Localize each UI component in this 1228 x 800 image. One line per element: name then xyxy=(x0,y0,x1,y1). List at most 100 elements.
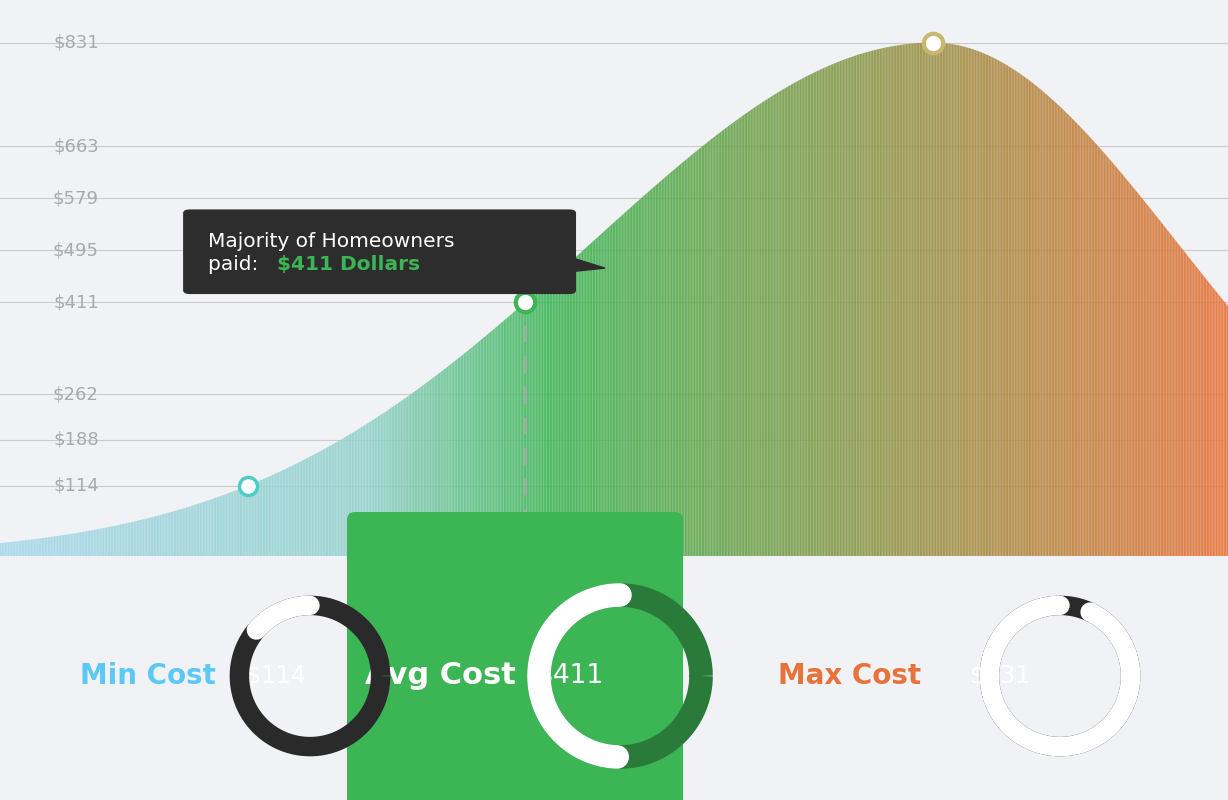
Polygon shape xyxy=(136,521,138,556)
Text: $831: $831 xyxy=(53,34,98,52)
Polygon shape xyxy=(726,126,727,556)
Polygon shape xyxy=(460,355,462,556)
Polygon shape xyxy=(682,162,683,556)
Polygon shape xyxy=(247,486,248,556)
Polygon shape xyxy=(269,476,270,556)
Polygon shape xyxy=(178,510,179,556)
Polygon shape xyxy=(361,426,362,556)
Polygon shape xyxy=(689,156,690,556)
Polygon shape xyxy=(545,283,546,556)
Polygon shape xyxy=(946,43,947,556)
Polygon shape xyxy=(620,215,621,556)
Polygon shape xyxy=(515,310,516,556)
Polygon shape xyxy=(834,63,835,556)
Polygon shape xyxy=(31,539,32,556)
Polygon shape xyxy=(710,140,711,556)
Polygon shape xyxy=(736,120,737,556)
Polygon shape xyxy=(435,376,436,556)
Polygon shape xyxy=(558,272,559,556)
Polygon shape xyxy=(1051,98,1054,556)
Polygon shape xyxy=(774,94,775,556)
Polygon shape xyxy=(1147,204,1148,556)
Polygon shape xyxy=(96,530,97,556)
Polygon shape xyxy=(833,64,834,556)
Polygon shape xyxy=(575,257,576,556)
Polygon shape xyxy=(141,519,142,556)
Polygon shape xyxy=(860,54,861,556)
Polygon shape xyxy=(890,46,892,556)
Polygon shape xyxy=(454,360,456,556)
Polygon shape xyxy=(465,351,467,556)
Polygon shape xyxy=(1024,76,1025,556)
Polygon shape xyxy=(1131,185,1133,556)
Polygon shape xyxy=(16,542,17,556)
Polygon shape xyxy=(360,428,361,556)
Polygon shape xyxy=(885,47,887,556)
Polygon shape xyxy=(427,382,429,556)
Polygon shape xyxy=(570,262,571,556)
Polygon shape xyxy=(618,218,619,556)
Polygon shape xyxy=(1063,110,1066,556)
Polygon shape xyxy=(376,417,378,556)
Polygon shape xyxy=(39,538,42,556)
Polygon shape xyxy=(1088,135,1090,556)
Polygon shape xyxy=(916,43,919,556)
Polygon shape xyxy=(637,201,639,556)
Polygon shape xyxy=(48,537,49,556)
Polygon shape xyxy=(81,532,84,556)
Polygon shape xyxy=(1012,68,1013,556)
Polygon shape xyxy=(624,213,625,556)
Polygon shape xyxy=(212,498,214,556)
Polygon shape xyxy=(306,458,307,556)
Polygon shape xyxy=(216,497,219,556)
Polygon shape xyxy=(981,52,982,556)
Polygon shape xyxy=(900,45,901,556)
Polygon shape xyxy=(56,536,59,556)
Polygon shape xyxy=(802,78,803,556)
Polygon shape xyxy=(608,226,609,556)
Polygon shape xyxy=(1061,107,1062,556)
Polygon shape xyxy=(508,316,510,556)
Polygon shape xyxy=(1129,182,1130,556)
Polygon shape xyxy=(777,92,779,556)
Polygon shape xyxy=(179,509,182,556)
Polygon shape xyxy=(47,538,48,556)
Polygon shape xyxy=(651,188,652,556)
Polygon shape xyxy=(350,434,351,556)
Polygon shape xyxy=(52,537,54,556)
Polygon shape xyxy=(1023,75,1024,556)
Polygon shape xyxy=(289,466,290,556)
Polygon shape xyxy=(1100,149,1103,556)
Polygon shape xyxy=(244,486,246,556)
Polygon shape xyxy=(559,271,560,556)
Polygon shape xyxy=(664,176,667,556)
Polygon shape xyxy=(993,58,995,556)
Polygon shape xyxy=(516,309,517,556)
Polygon shape xyxy=(969,48,970,556)
Polygon shape xyxy=(1178,242,1179,556)
Polygon shape xyxy=(37,538,38,556)
Text: $262: $262 xyxy=(53,385,98,403)
Polygon shape xyxy=(974,50,975,556)
Polygon shape xyxy=(442,370,443,556)
Polygon shape xyxy=(333,443,335,556)
Polygon shape xyxy=(658,182,661,556)
Polygon shape xyxy=(295,464,296,556)
Polygon shape xyxy=(1104,153,1105,556)
Polygon shape xyxy=(750,109,753,556)
Polygon shape xyxy=(526,301,527,556)
Polygon shape xyxy=(189,506,190,556)
Polygon shape xyxy=(1210,283,1211,556)
Polygon shape xyxy=(239,488,241,556)
Polygon shape xyxy=(489,333,490,556)
Polygon shape xyxy=(108,527,109,556)
Polygon shape xyxy=(1067,113,1068,556)
Polygon shape xyxy=(815,71,817,556)
Polygon shape xyxy=(1035,85,1036,556)
Polygon shape xyxy=(379,415,381,556)
Polygon shape xyxy=(771,96,772,556)
Polygon shape xyxy=(1002,62,1005,556)
Polygon shape xyxy=(878,49,879,556)
Polygon shape xyxy=(641,196,643,556)
Polygon shape xyxy=(626,210,628,556)
